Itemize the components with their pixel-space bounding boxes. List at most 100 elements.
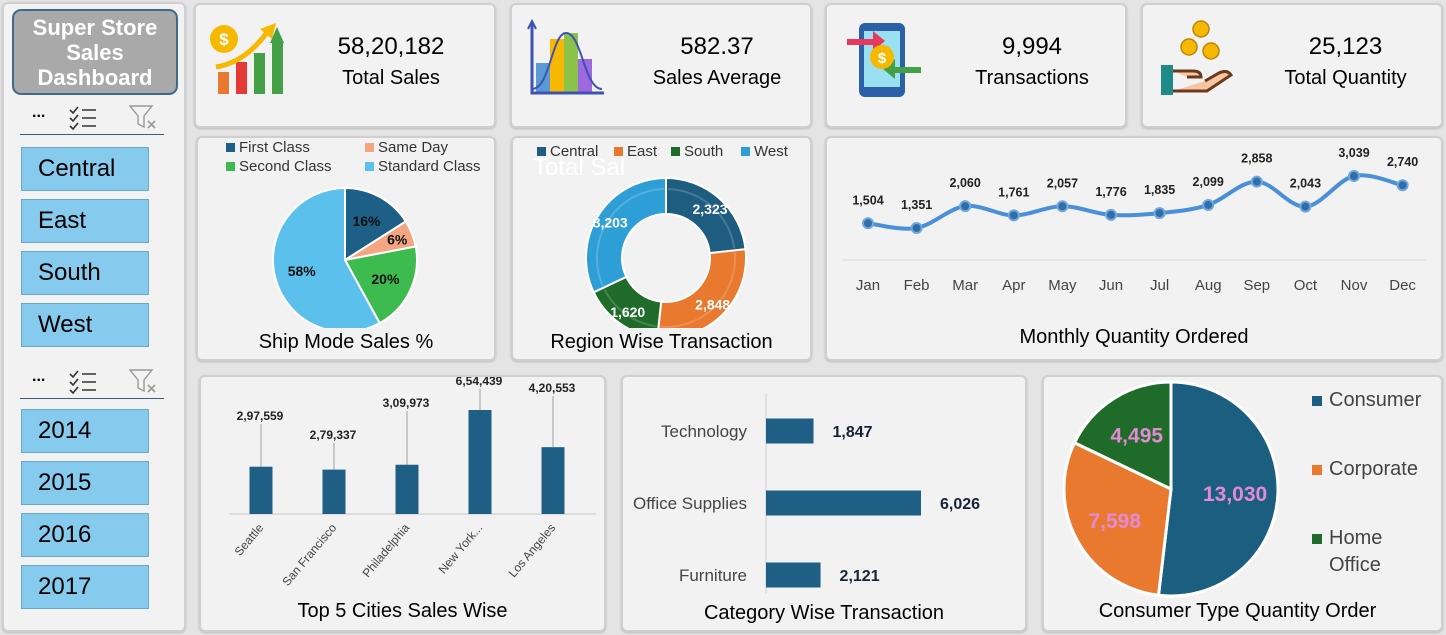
legend-item: Standard Class xyxy=(365,158,481,175)
sales-average-value: 582.37 xyxy=(680,33,754,60)
legend-label: Central xyxy=(550,143,599,160)
slicer-item-2016[interactable]: 2016 xyxy=(21,513,149,557)
bar xyxy=(249,466,273,514)
legend-item: First Class xyxy=(226,139,310,156)
kpi-card-total-sales: $ 58,20,182 Total Sales xyxy=(194,3,496,128)
data-label: 2,79,337 xyxy=(310,428,357,442)
data-label: 2,323 xyxy=(693,201,728,217)
data-label: 2,060 xyxy=(950,176,981,190)
legend-label: Standard Class xyxy=(378,158,481,175)
total-quantity-value: 25,123 xyxy=(1308,33,1383,60)
data-label: 1,776 xyxy=(1095,185,1126,199)
category-bar-chart: 1,847 Technology 6,026 Office Supplies 2,121… xyxy=(633,393,980,593)
region-slicer-header: ... xyxy=(20,102,164,135)
x-tick-label: New York... xyxy=(436,521,486,577)
slicer-item-east[interactable]: East xyxy=(21,199,149,243)
clear-filter-icon[interactable] xyxy=(128,104,158,132)
data-label: 1,504 xyxy=(852,193,883,207)
x-tick-label: Apr xyxy=(1002,277,1025,294)
multi-select-icon[interactable] xyxy=(68,104,98,130)
ship-mode-pie-chart: 16% 6% 20% 58% xyxy=(272,186,418,328)
dashboard-title-line: Sales xyxy=(66,40,124,65)
data-point xyxy=(1299,200,1312,213)
x-tick-label: Los Angeles xyxy=(506,521,559,580)
bar xyxy=(322,469,346,514)
x-tick-label: San Francisco xyxy=(279,521,339,589)
slicer-item-central[interactable]: Central xyxy=(21,147,149,191)
chart-title: Top 5 Cities Sales Wise xyxy=(297,600,508,622)
x-tick-label: Jun xyxy=(1099,277,1123,294)
pie-slice xyxy=(1062,440,1173,597)
kpi-card-transactions: $ 9,994 Transactions xyxy=(825,3,1127,128)
y-tick-label: Technology xyxy=(661,422,748,441)
data-label: 2,099 xyxy=(1193,175,1224,189)
doughnut-inner-band xyxy=(596,188,664,287)
pie-slice xyxy=(272,186,382,328)
x-tick-label: May xyxy=(1048,277,1077,294)
x-tick-label: Philadelphia xyxy=(360,521,413,580)
cities-chart-panel: 2,97,559 Seattle 2,79,337 San Francisco 3,09… xyxy=(199,375,606,632)
legend-item: South xyxy=(671,143,723,160)
legend-label: East xyxy=(627,143,658,160)
x-tick-label: Feb xyxy=(904,277,930,294)
bar xyxy=(395,464,419,514)
clear-filter-icon[interactable] xyxy=(128,368,158,396)
legend-item: Second Class xyxy=(226,158,332,175)
data-label: 1,847 xyxy=(833,424,873,441)
data-label: 2,740 xyxy=(1387,155,1418,169)
data-point xyxy=(1056,200,1069,213)
legend-item: Central xyxy=(537,143,598,160)
data-label: 13,030 xyxy=(1203,483,1267,506)
x-tick-label: Dec xyxy=(1389,277,1416,294)
slicer-item-2015[interactable]: 2015 xyxy=(21,461,149,505)
year-slicer-header: ... xyxy=(20,366,164,399)
doughnut-inner-band xyxy=(668,188,736,249)
multi-select-icon[interactable] xyxy=(68,368,98,394)
slicer-item-west[interactable]: West xyxy=(21,303,149,347)
data-label: 2,97,559 xyxy=(237,409,284,423)
year-slicer-ellipsis[interactable]: ... xyxy=(32,368,46,385)
bar xyxy=(766,562,821,588)
bar xyxy=(766,490,921,516)
pie-slice xyxy=(1156,380,1280,598)
hand-coins-icon xyxy=(1161,20,1234,95)
pie-slice xyxy=(343,245,418,325)
data-label: 1,351 xyxy=(901,198,932,212)
slicer-item-2017[interactable]: 2017 xyxy=(21,565,149,609)
data-label: 2,848 xyxy=(695,297,730,313)
data-point xyxy=(1250,175,1263,188)
legend-label: Consumer xyxy=(1329,389,1422,411)
region-doughnut-chart: Total Sal 2,323 2,848 1,620 3,203 xyxy=(533,154,747,328)
data-label: 4,20,553 xyxy=(529,381,576,395)
data-point xyxy=(1396,179,1409,192)
data-label: 58% xyxy=(288,263,317,279)
x-tick-label: Jul xyxy=(1150,277,1169,294)
chart-title: Monthly Quantity Ordered xyxy=(1019,326,1249,348)
data-label: 3,039 xyxy=(1338,146,1369,160)
series-line xyxy=(867,173,1404,231)
slicer-item-south[interactable]: South xyxy=(21,251,149,295)
distribution-chart-icon xyxy=(527,19,604,95)
data-label: 3,203 xyxy=(593,215,628,231)
cities-bar-chart: 2,97,559 Seattle 2,79,337 San Francisco 3,09… xyxy=(229,377,596,589)
data-label: 4,495 xyxy=(1111,425,1164,448)
ghost-title-text: Total Sal xyxy=(533,154,625,181)
legend-label: Same Day xyxy=(378,139,449,156)
doughnut-slice xyxy=(657,248,747,328)
data-label: 2,858 xyxy=(1241,152,1272,166)
data-label: 2,057 xyxy=(1047,176,1078,190)
x-tick-label: Aug xyxy=(1195,277,1222,294)
slicer-item-2014[interactable]: 2014 xyxy=(21,409,149,453)
data-label: 3,09,973 xyxy=(383,396,430,410)
x-tick-label: Nov xyxy=(1341,277,1368,294)
y-tick-label: Office Supplies xyxy=(633,494,747,513)
data-label: 2,043 xyxy=(1290,177,1321,191)
legend-item: West xyxy=(741,143,788,160)
x-tick-label: Jan xyxy=(856,277,880,294)
transactions-value: 9,994 xyxy=(1001,33,1063,60)
data-label: 6% xyxy=(387,231,408,247)
legend-swatch xyxy=(1312,396,1322,406)
legend-swatch xyxy=(1312,465,1322,475)
region-slicer-ellipsis[interactable]: ... xyxy=(32,104,46,121)
legend-label: Corporate xyxy=(1329,458,1418,480)
